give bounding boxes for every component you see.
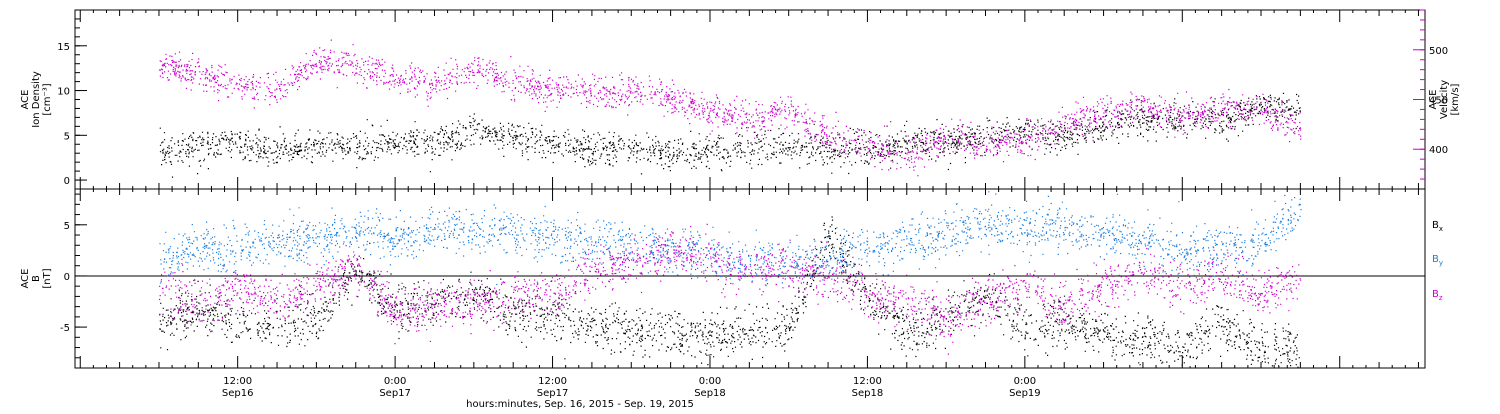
velocity-axis-tick-label: 500: [1429, 46, 1448, 57]
density-axis-tick-label: 10: [57, 87, 70, 98]
density-axis-title-line: [cm⁻³]: [42, 83, 53, 115]
velocity-axis-title-line: Velocity: [1439, 80, 1450, 119]
legend-sub: z: [1439, 294, 1443, 302]
b-axis-title-line: ACE: [20, 269, 31, 289]
b-axis-tick-label: 5: [64, 221, 70, 232]
x-tick-label-date: Sep16: [222, 388, 254, 399]
velocity-axis-title: ACE Velocity [km/s]: [1428, 80, 1461, 119]
density-axis-title-line: ACE: [20, 90, 31, 110]
velocity-axis-tick-label: 450: [1429, 96, 1448, 107]
b-axis-tick-label: 0: [64, 272, 70, 283]
x-axis-title: hours:minutes, Sep. 16, 2015 - Sep. 19, …: [466, 399, 694, 410]
b-axis-title-line: B: [31, 275, 42, 282]
density-axis-tick-label: 5: [64, 131, 70, 142]
legend-sub: x: [1439, 225, 1443, 233]
b-axis-tick-label: -5: [60, 323, 70, 334]
x-tick-label-date: Sep17: [379, 388, 411, 399]
x-tick-label-time: 0:00: [384, 376, 406, 387]
legend-entry-y: By: [1432, 254, 1443, 267]
x-tick-label-time: 12:00: [853, 376, 882, 387]
b-axis-title: ACE B [nT]: [20, 268, 53, 288]
x-tick-label-date: Sep18: [852, 388, 884, 399]
b-series-bz-points: [159, 223, 1302, 355]
velocity-axis-title-line: ACE: [1428, 90, 1439, 110]
x-tick-label-time: 0:00: [1014, 376, 1036, 387]
density-axis-title: ACE Ion Density [cm⁻³]: [20, 71, 53, 128]
bottom-panel-frame: [74, 188, 1426, 369]
x-tick-label-time: 0:00: [699, 376, 721, 387]
density-axis-tick-label: 0: [64, 176, 70, 187]
x-tick-label-time: 12:00: [538, 376, 567, 387]
density-axis-title-line: Ion Density: [31, 71, 42, 128]
x-tick-label-time: 12:00: [223, 376, 252, 387]
x-axis: 12:00Sep160:00Sep1712:00Sep170:00Sep1812…: [222, 376, 1041, 399]
density-axis-tick-label: 15: [57, 42, 70, 53]
velocity-axis-tick-label: 400: [1429, 145, 1448, 156]
velocity-axis-title-line: [km/s]: [1450, 83, 1461, 115]
legend-entry-z: Bz: [1432, 289, 1443, 302]
x-tick-label-date: Sep19: [1009, 388, 1041, 399]
b-series-bz: [159, 223, 1302, 355]
x-tick-label-date: Sep17: [537, 388, 569, 399]
x-tick-label-date: Sep18: [694, 388, 726, 399]
legend-entry-x: Bx: [1432, 220, 1443, 233]
b-axis-title-line: [nT]: [42, 268, 53, 288]
legend-sub: y: [1439, 259, 1443, 267]
